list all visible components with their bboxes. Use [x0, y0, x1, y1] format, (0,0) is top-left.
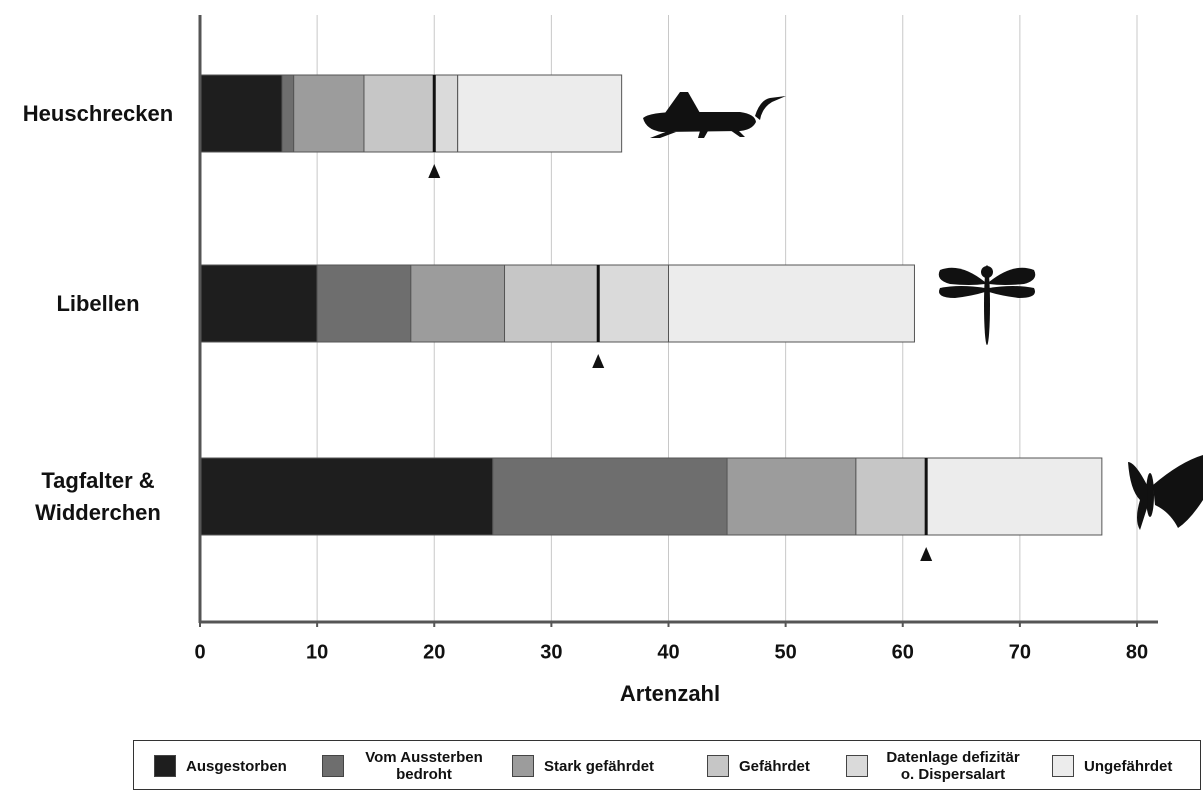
bar-segment [282, 75, 294, 152]
bar-segment [411, 265, 505, 342]
legend-label: Datenlage defizitär o. Dispersalart [878, 749, 1028, 783]
x-tick-label: 20 [423, 641, 445, 663]
category-label: Heuschrecken [3, 98, 193, 130]
legend-label: Gefährdet [739, 758, 810, 775]
x-tick-label: 40 [657, 641, 679, 663]
bar-segment [200, 75, 282, 152]
threshold-arrow [428, 164, 440, 178]
legend-swatch [707, 755, 729, 777]
bar-segment [669, 265, 915, 342]
bar-segment [493, 458, 727, 535]
bar-segment [200, 458, 493, 535]
legend-label: Stark gefährdet [544, 758, 654, 775]
x-axis-title: Artenzahl [620, 681, 720, 706]
category-label: Tagfalter & Widderchen [3, 465, 193, 529]
legend-swatch [512, 755, 534, 777]
dragonfly-icon [939, 265, 1036, 345]
page: {"chart_data": {"type": "stacked-barh", … [0, 0, 1203, 785]
legend-swatch [846, 755, 868, 777]
bar-segment [856, 458, 926, 535]
bars [200, 75, 1102, 561]
x-tick-label: 0 [194, 641, 205, 663]
bar-segment [505, 265, 599, 342]
threshold-arrow [592, 354, 604, 368]
bar-segment [317, 265, 411, 342]
x-tick-label: 70 [1009, 641, 1031, 663]
legend-item: Ausgestorben [154, 749, 287, 783]
x-tick-label: 30 [540, 641, 562, 663]
bar-segment [926, 458, 1102, 535]
legend-label: Vom Aussterben bedroht [354, 749, 494, 783]
bar-segment [294, 75, 364, 152]
bar-segment [434, 75, 457, 152]
legend-item: Ungefährdet [1052, 749, 1172, 783]
legend-item: Stark gefährdet [512, 749, 654, 783]
legend-item: Vom Aussterben bedroht [322, 749, 494, 783]
legend: Ausgestorben Vom Aussterben bedroht Stark … [133, 740, 1201, 790]
legend-item: Gefährdet [707, 749, 810, 783]
legend-label: Ausgestorben [186, 758, 287, 775]
grasshopper-icon [643, 92, 786, 138]
butterfly-icon [1128, 455, 1203, 530]
legend-item: Datenlage defizitär o. Dispersalart [846, 749, 1028, 783]
legend-swatch [154, 755, 176, 777]
bar-segment [598, 265, 668, 342]
x-tick-label: 80 [1126, 641, 1148, 663]
legend-swatch [1052, 755, 1074, 777]
threshold-arrow [920, 547, 932, 561]
x-tick-label: 60 [892, 641, 914, 663]
bar-segment [364, 75, 434, 152]
legend-swatch [322, 755, 344, 777]
x-tick-label: 50 [775, 641, 797, 663]
bar-segment [200, 265, 317, 342]
x-tick-label: 10 [306, 641, 328, 663]
bar-segment [458, 75, 622, 152]
legend-label: Ungefährdet [1084, 758, 1172, 775]
bar-segment [727, 458, 856, 535]
category-label: Libellen [3, 288, 193, 320]
